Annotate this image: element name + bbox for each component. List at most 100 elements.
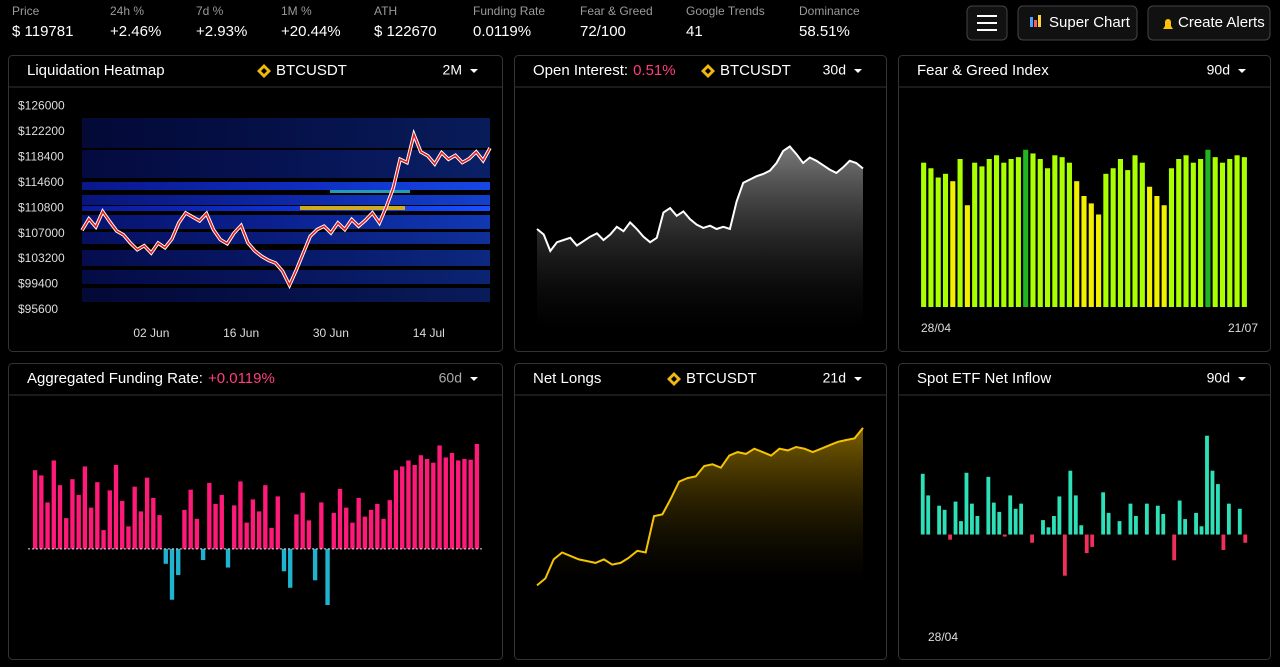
bar (381, 518, 386, 549)
bar (269, 527, 274, 549)
bar (207, 482, 212, 549)
y-tick-label: $118400 (18, 149, 64, 163)
button-label: Super Chart (1049, 14, 1131, 31)
period-selector[interactable]: 90d (1207, 370, 1230, 386)
bar (1241, 157, 1247, 307)
bar (82, 466, 88, 549)
y-tick-label: $99400 (18, 277, 58, 291)
bar (1147, 186, 1153, 307)
bar (107, 490, 112, 549)
panel-title: Open Interest: (533, 62, 628, 79)
bar (1002, 534, 1007, 537)
stat-value: $ 119781 (12, 23, 73, 40)
period-selector[interactable]: 21d (823, 370, 846, 386)
bar (1030, 153, 1036, 307)
bar (1117, 521, 1122, 535)
bar (926, 495, 931, 535)
bar (400, 466, 405, 549)
period-selector[interactable]: 30d (823, 62, 846, 78)
bar (126, 526, 131, 549)
bar (1001, 162, 1007, 307)
bar (1045, 168, 1051, 307)
period-caret (1238, 69, 1246, 73)
line (536, 145, 864, 254)
bar (975, 516, 980, 535)
bar (393, 470, 399, 549)
bar (64, 518, 69, 549)
panel-title: Spot ETF Net Inflow (917, 370, 1051, 387)
heat-band (82, 215, 490, 229)
bar (1117, 159, 1123, 307)
bar (375, 503, 380, 549)
period-caret (470, 69, 478, 73)
bar (948, 534, 952, 540)
bar (169, 548, 175, 600)
bar (1221, 534, 1226, 550)
bar (1110, 168, 1116, 307)
bar (1132, 155, 1138, 307)
heat-band (82, 232, 490, 244)
y-tick-label: $95600 (18, 302, 58, 316)
stat-label: 7d % (196, 4, 224, 18)
bar (1234, 155, 1240, 307)
button-label: Create Alerts (1178, 14, 1265, 31)
heat-band (82, 195, 490, 205)
bar (979, 166, 985, 307)
bar (1183, 155, 1189, 307)
bar (959, 521, 963, 535)
bar (1161, 513, 1166, 535)
bar (443, 457, 448, 549)
bar (294, 514, 299, 549)
bar (1096, 214, 1102, 307)
panel-highlight: +0.0119% (208, 370, 275, 387)
bar (300, 492, 305, 549)
bar (1205, 149, 1211, 307)
heat-band (82, 288, 490, 302)
stat-label: Price (12, 4, 40, 18)
stat-value: 0.0119% (473, 23, 531, 40)
super-chart-button[interactable]: Super Chart (1017, 5, 1138, 41)
bar (244, 522, 249, 549)
bar (51, 460, 56, 549)
stat-label: Dominance (799, 4, 860, 18)
period-selector[interactable]: 2M (443, 62, 462, 78)
panel-symbol: BTCUSDT (720, 62, 791, 79)
bar (1046, 527, 1051, 535)
bar (57, 485, 63, 549)
panel: Net Longs BTCUSDT 21d (514, 363, 887, 660)
stat-value: $ 122670 (374, 23, 437, 40)
period-caret (470, 377, 478, 381)
create-alerts-button[interactable]: Create Alerts (1147, 5, 1271, 41)
bar (1212, 157, 1218, 307)
bar (319, 502, 324, 549)
bar (1190, 162, 1196, 307)
bar (120, 500, 125, 549)
bar (1219, 162, 1226, 307)
panel-title: Net Longs (533, 370, 601, 387)
bar (350, 522, 355, 549)
bar (194, 518, 200, 549)
exchange-icon (701, 64, 715, 78)
bar (1013, 508, 1018, 535)
bar (1090, 534, 1095, 547)
bar (942, 173, 949, 307)
period-selector[interactable]: 90d (1207, 62, 1230, 78)
bar (1088, 203, 1094, 307)
stat-value: 72/100 (580, 23, 626, 40)
bar (418, 455, 424, 549)
heat-hotspot (300, 206, 405, 210)
bar (953, 501, 958, 535)
bar (1154, 196, 1160, 307)
bar (1155, 505, 1160, 535)
bar (138, 511, 144, 549)
menu-button[interactable] (966, 5, 1008, 41)
bar (1068, 470, 1073, 535)
period-selector[interactable]: 60d (439, 370, 462, 386)
bar (1079, 525, 1084, 535)
bar (1176, 159, 1182, 307)
bar (1243, 534, 1248, 543)
bar (281, 548, 287, 572)
bar (1134, 516, 1138, 535)
bar (991, 502, 996, 535)
period-caret (1238, 377, 1246, 381)
